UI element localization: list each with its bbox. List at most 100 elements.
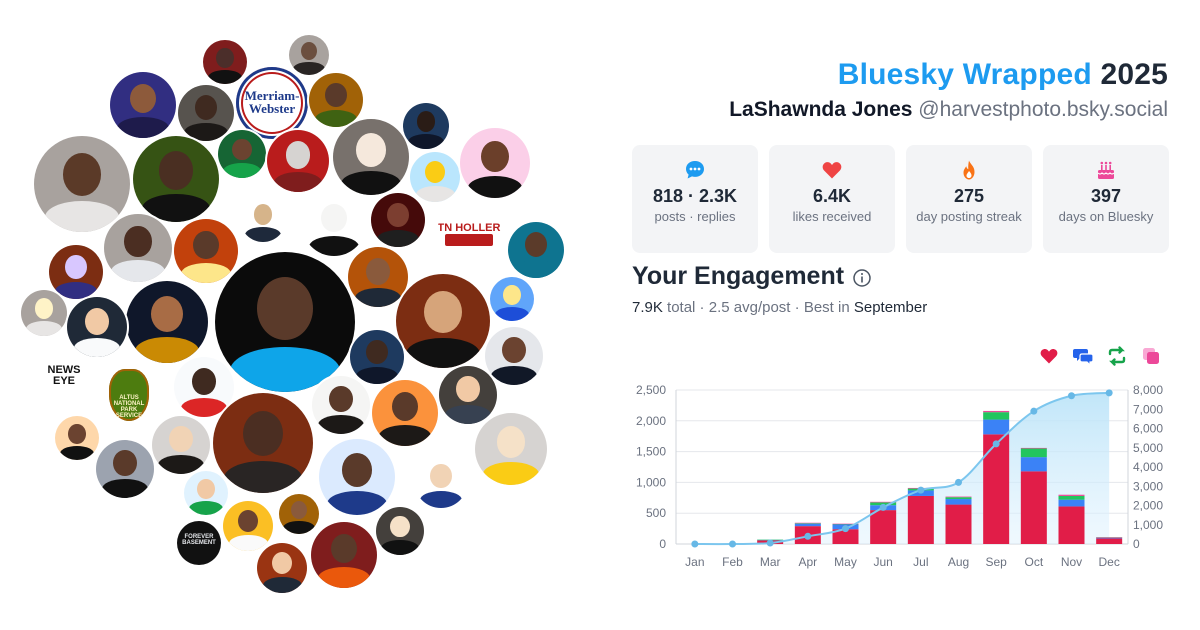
heart-icon[interactable]	[1038, 345, 1060, 367]
avatar-body	[381, 539, 419, 555]
avatar-body	[318, 415, 364, 434]
avatar-body	[184, 123, 228, 141]
bar-segment	[1096, 538, 1123, 544]
avatar[interactable]	[174, 357, 234, 417]
info-icon[interactable]	[852, 268, 872, 288]
avatar-head	[169, 426, 193, 453]
avatar[interactable]	[178, 85, 234, 141]
avatar[interactable]	[174, 219, 238, 283]
avatar-body	[354, 287, 402, 307]
avatar-logo[interactable]: NEWS EYE	[41, 352, 87, 398]
avatar-body	[273, 172, 323, 192]
avatar-head	[366, 257, 390, 285]
avatar-body	[445, 405, 491, 424]
avatar[interactable]	[110, 72, 176, 138]
avatar[interactable]	[55, 416, 99, 460]
avatar-head	[257, 277, 313, 340]
avatar[interactable]	[267, 130, 329, 192]
avatar[interactable]	[475, 413, 547, 485]
x-tick-label: Feb	[722, 555, 743, 569]
avatar-logo[interactable]: ALTUS NATIONAL PARK SERVICE	[99, 365, 159, 425]
avatar-body	[482, 461, 540, 485]
avatar[interactable]	[508, 222, 564, 278]
cumulative-area	[694, 392, 1110, 545]
avatar-body	[180, 397, 228, 417]
avatar-body	[228, 535, 268, 551]
avatar[interactable]	[372, 380, 438, 446]
avatar[interactable]	[410, 152, 460, 202]
cumulative-point	[729, 540, 736, 548]
avatar[interactable]	[240, 196, 286, 242]
avatar[interactable]	[302, 192, 366, 256]
avatar-body	[341, 170, 401, 195]
avatar[interactable]	[319, 439, 395, 515]
bar-segment	[983, 412, 1010, 420]
bar-segment	[832, 529, 859, 544]
avatar[interactable]	[104, 214, 172, 282]
y2-tick-label: 8,000	[1133, 383, 1163, 397]
avatar[interactable]	[257, 543, 307, 593]
avatar[interactable]	[67, 297, 127, 357]
stat-value: 818 · 2.3K	[652, 186, 738, 206]
avatar[interactable]	[215, 252, 355, 392]
avatar[interactable]	[311, 522, 377, 588]
reply-bubbles-icon[interactable]	[1072, 345, 1094, 367]
avatar[interactable]	[96, 440, 154, 498]
stat-value: 6.4K	[812, 186, 852, 206]
avatar-logo[interactable]: Merriam- Webster	[236, 67, 308, 139]
avatar-head	[502, 337, 526, 364]
avatar[interactable]	[21, 290, 67, 336]
cumulative-point	[804, 532, 812, 540]
bar-segment	[794, 522, 821, 524]
avatar[interactable]	[485, 327, 543, 385]
avatar-body	[26, 321, 62, 336]
avatar[interactable]	[490, 277, 534, 321]
forever-basement-logo: FOREVER BASEMENT	[182, 534, 216, 547]
park-badge-shape	[108, 368, 150, 422]
avatar-body	[117, 116, 169, 138]
avatar[interactable]	[218, 130, 266, 178]
avatar-body	[54, 281, 98, 299]
avatar[interactable]	[312, 376, 370, 434]
avatar[interactable]	[439, 366, 497, 424]
avatar[interactable]	[414, 454, 468, 508]
avatar[interactable]	[126, 281, 208, 363]
avatar[interactable]	[213, 393, 313, 493]
avatar[interactable]	[376, 507, 424, 555]
avatar[interactable]	[49, 245, 103, 299]
avatar[interactable]	[203, 40, 247, 84]
quote-icon[interactable]	[1140, 345, 1162, 367]
stat-label: day posting streak	[916, 209, 1022, 224]
bar-segment	[1058, 506, 1085, 544]
bar-segment	[794, 523, 821, 527]
cumulative-fill	[694, 392, 1110, 545]
avatar-logo[interactable]: TN HOLLER	[437, 201, 501, 265]
y2-tick-label: 6,000	[1133, 422, 1163, 436]
avatar[interactable]	[223, 501, 273, 551]
avatar[interactable]	[371, 193, 425, 247]
avatar-body	[73, 337, 121, 357]
avatar[interactable]	[152, 416, 210, 474]
repost-icon[interactable]	[1106, 345, 1128, 367]
avatar[interactable]	[348, 247, 408, 307]
avatar[interactable]	[184, 471, 228, 515]
avatar[interactable]	[133, 136, 219, 222]
avatar-head	[272, 552, 292, 575]
stat-card-days: 397 days on Bluesky	[1043, 145, 1169, 253]
bar-segment	[983, 410, 1010, 413]
avatar[interactable]	[279, 494, 319, 534]
avatar[interactable]	[460, 128, 530, 198]
merriam-webster-logo: Merriam- Webster	[244, 87, 300, 116]
user-handle: @harvestphoto.bsky.social	[918, 98, 1168, 121]
avatar-logo[interactable]: FOREVER BASEMENT	[177, 521, 221, 565]
avatar[interactable]	[396, 274, 490, 368]
avatar[interactable]	[309, 73, 363, 127]
avatar[interactable]	[333, 119, 409, 195]
avatar-head	[341, 452, 373, 487]
avatar[interactable]	[34, 136, 130, 232]
avatar[interactable]	[350, 330, 404, 384]
cumulative-point	[766, 539, 774, 547]
avatar[interactable]	[289, 35, 329, 75]
bar-segment	[870, 510, 897, 544]
avatar[interactable]	[403, 103, 449, 149]
